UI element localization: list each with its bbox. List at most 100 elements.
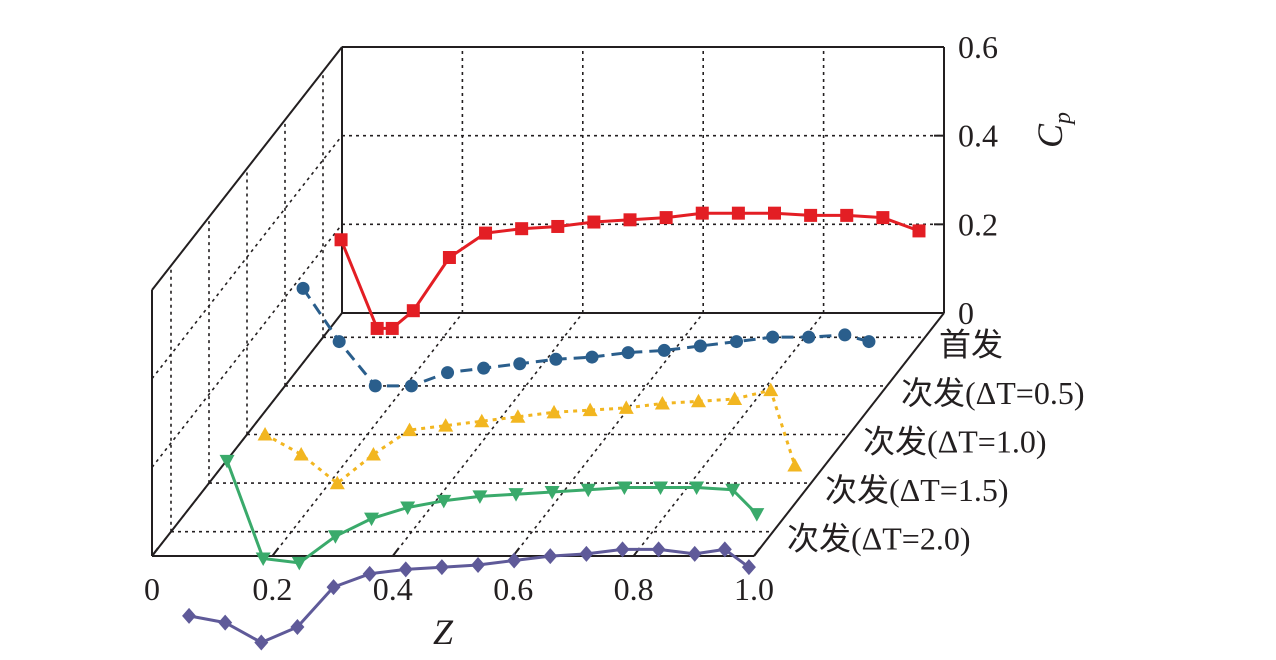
triangle-up-marker (691, 393, 706, 408)
square-marker (623, 213, 637, 227)
triangle-up-marker (787, 458, 803, 472)
diamond-marker (615, 541, 630, 558)
series-3 (219, 454, 765, 571)
x-tick-label: 1.0 (734, 571, 774, 607)
triangle-down-marker (508, 488, 524, 502)
circle-marker (657, 343, 671, 357)
diamond-marker (717, 541, 732, 558)
frame-edge-1 (151, 312, 343, 557)
floor-grid-x-3 (512, 312, 704, 557)
x-tick-mark-5 (753, 547, 761, 557)
circle-marker (621, 346, 635, 360)
triangle-down-marker (689, 481, 705, 496)
triangle-down-marker (436, 494, 452, 509)
x-tick-mark-2 (391, 547, 400, 557)
circle-marker (549, 352, 563, 366)
circle-marker (404, 379, 418, 393)
z-axis-title: Cp (1030, 112, 1076, 148)
triangle-up-marker (582, 402, 598, 417)
diamond-marker (741, 559, 756, 576)
square-marker (695, 206, 709, 220)
triangle-up-marker (654, 395, 670, 410)
triangle-down-marker (616, 481, 632, 496)
circle-marker (477, 361, 491, 375)
circle-marker (296, 281, 310, 295)
circle-marker (585, 350, 599, 364)
diamond-marker (471, 556, 486, 573)
triangle-up-marker (402, 422, 418, 437)
square-marker (370, 321, 384, 335)
series-line (339, 211, 920, 330)
diamond-marker (182, 607, 197, 624)
x-tick-label: 0.2 (252, 571, 292, 607)
triangle-up-marker (546, 404, 562, 419)
triangle-up-marker (727, 391, 743, 406)
triangle-down-marker (749, 508, 765, 522)
z-tick-label: 0.6 (958, 29, 998, 65)
square-marker (334, 233, 348, 247)
z-tick-label: 0.4 (958, 118, 998, 154)
square-marker (406, 304, 420, 318)
square-marker (659, 211, 673, 225)
square-marker (442, 251, 456, 264)
triangle-up-marker (329, 475, 345, 490)
diamond-marker (579, 545, 594, 562)
diamond-marker (290, 619, 305, 636)
triangle-up-marker (510, 409, 526, 423)
z-tick-label: 0 (958, 295, 974, 331)
triangle-up-marker (438, 418, 454, 432)
circle-marker (441, 366, 455, 380)
frame-edge-2 (753, 312, 945, 557)
category-label: 次发(ΔT=0.5) (901, 375, 1085, 411)
circle-marker (838, 328, 852, 342)
circle-marker (802, 330, 816, 344)
left-grid-z-2 (151, 135, 343, 380)
square-marker (587, 215, 601, 229)
x-tick-mark-0 (151, 547, 159, 557)
series-line (225, 460, 758, 565)
square-marker (804, 208, 818, 222)
x-tick-label: 0.6 (493, 571, 533, 607)
triangle-up-marker (257, 427, 273, 441)
diamond-marker (434, 559, 449, 576)
triangle-down-marker (580, 483, 596, 498)
x-tick-mark-1 (271, 547, 280, 557)
triangle-down-marker (544, 485, 560, 500)
diamond-marker (543, 548, 558, 565)
circle-marker (693, 339, 707, 353)
diamond-marker (218, 614, 233, 631)
category-label: 首发 (939, 326, 1003, 362)
square-marker (551, 219, 565, 233)
square-marker (876, 211, 890, 225)
circle-marker (730, 335, 743, 349)
left-grid-z-1 (151, 223, 343, 468)
triangle-down-marker (725, 483, 741, 498)
diamond-marker (651, 541, 666, 558)
category-label: 次发(ΔT=1.0) (863, 424, 1047, 460)
triangle-down-marker (327, 530, 343, 544)
square-marker (385, 321, 399, 335)
triangle-up-marker (763, 382, 779, 397)
series-0 (334, 206, 926, 335)
diamond-marker (254, 634, 269, 651)
floor-grid-x-4 (632, 312, 825, 557)
square-marker (515, 222, 529, 236)
diamond-marker (398, 561, 413, 578)
diamond-marker (507, 552, 522, 569)
diamond-marker (687, 545, 702, 562)
square-marker (731, 206, 745, 220)
square-marker (768, 206, 781, 220)
frame-edge-7 (151, 46, 343, 291)
series-line (301, 287, 870, 388)
square-marker (912, 224, 926, 238)
series-1 (296, 281, 876, 393)
x-axis-title: Z (433, 612, 454, 652)
triangle-down-marker (472, 490, 488, 504)
triangle-down-marker (255, 552, 271, 566)
triangle-down-marker (291, 556, 307, 571)
z-tick-label: 0.2 (958, 206, 998, 242)
x-tick-label: 0 (144, 571, 160, 607)
triangle-up-marker (365, 446, 381, 461)
